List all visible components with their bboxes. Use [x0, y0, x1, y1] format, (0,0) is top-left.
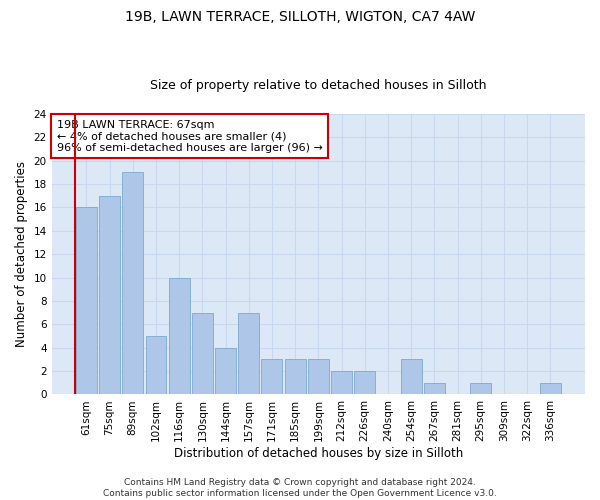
Bar [470, 383, 491, 394]
Bar [354, 371, 375, 394]
Text: 19B, LAWN TERRACE, SILLOTH, WIGTON, CA7 4AW: 19B, LAWN TERRACE, SILLOTH, WIGTON, CA7 … [125, 10, 475, 24]
Bar [99, 196, 120, 394]
Bar [122, 172, 143, 394]
Title: Size of property relative to detached houses in Silloth: Size of property relative to detached ho… [150, 79, 487, 92]
Y-axis label: Number of detached properties: Number of detached properties [15, 161, 28, 347]
Bar [262, 360, 283, 394]
Text: Contains HM Land Registry data © Crown copyright and database right 2024.
Contai: Contains HM Land Registry data © Crown c… [103, 478, 497, 498]
Bar [424, 383, 445, 394]
Bar [146, 336, 166, 394]
Text: 19B LAWN TERRACE: 67sqm
← 4% of detached houses are smaller (4)
96% of semi-deta: 19B LAWN TERRACE: 67sqm ← 4% of detached… [57, 120, 323, 153]
Bar [215, 348, 236, 395]
X-axis label: Distribution of detached houses by size in Silloth: Distribution of detached houses by size … [174, 447, 463, 460]
Bar [540, 383, 561, 394]
Bar [238, 312, 259, 394]
Bar [401, 360, 422, 394]
Bar [76, 208, 97, 394]
Bar [192, 312, 213, 394]
Bar [308, 360, 329, 394]
Bar [331, 371, 352, 394]
Bar [284, 360, 305, 394]
Bar [169, 278, 190, 394]
